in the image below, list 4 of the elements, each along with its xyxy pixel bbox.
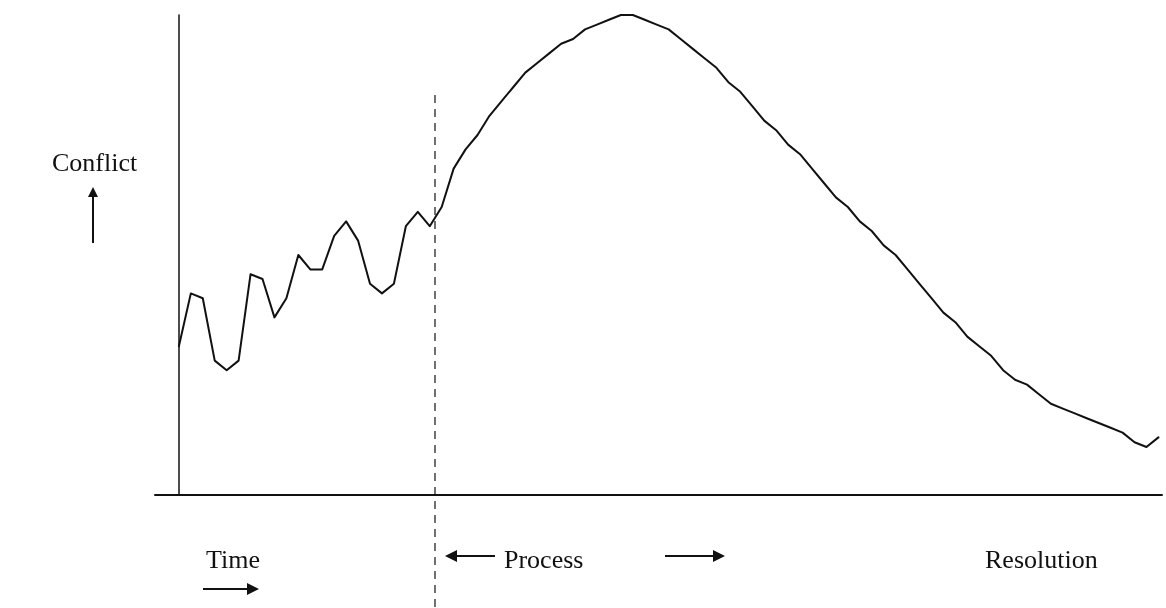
text: Process: [504, 545, 584, 575]
y-axis-title: Conflict: [52, 148, 138, 178]
text: Resolution: [985, 545, 1098, 575]
text: Time: [206, 545, 260, 575]
